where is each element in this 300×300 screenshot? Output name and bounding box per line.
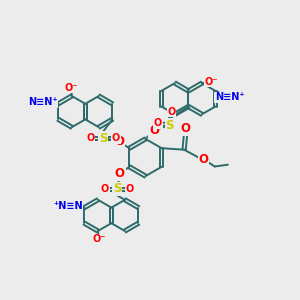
Text: S: S [99,131,107,145]
Text: N≡N⁺: N≡N⁺ [28,97,58,107]
Text: O: O [112,133,120,143]
Text: O⁻: O⁻ [205,77,218,87]
Text: O: O [115,167,125,180]
Text: N≡N⁺: N≡N⁺ [215,92,244,103]
Text: ⁺N≡N: ⁺N≡N [53,201,83,211]
Text: O: O [181,122,190,135]
Text: S: S [113,182,122,196]
Text: O: O [114,135,124,148]
Text: O: O [126,184,134,194]
Text: S: S [165,118,174,132]
Text: O⁻: O⁻ [64,82,78,93]
Text: O: O [154,118,162,128]
Text: O: O [101,184,109,194]
Text: O: O [198,153,208,166]
Text: O: O [87,133,95,143]
Text: O: O [167,107,176,117]
Text: O: O [149,124,159,137]
Text: O⁻: O⁻ [93,234,106,244]
